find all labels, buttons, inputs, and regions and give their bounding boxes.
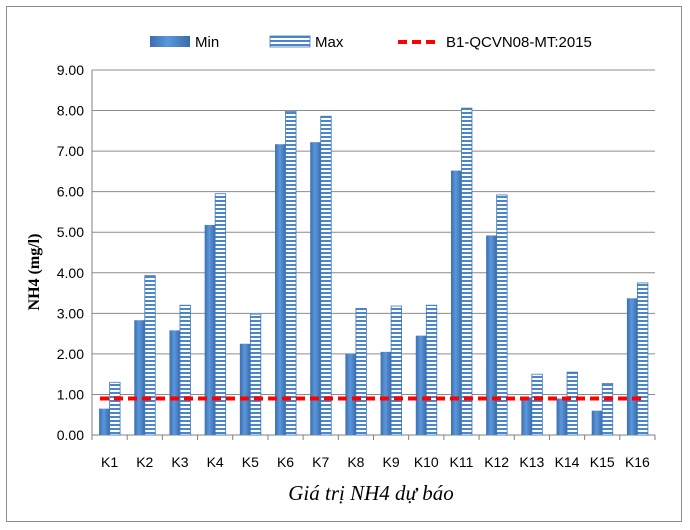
x-tick-label: K5 (242, 454, 259, 470)
bar-min-k14 (556, 398, 568, 435)
bar-max-k12 (496, 194, 508, 436)
x-tick-label: K14 (555, 454, 580, 470)
x-tick-label: K6 (277, 454, 294, 470)
bar-max-k15 (601, 383, 614, 436)
bar-min-k7 (310, 142, 321, 435)
bar-max-k2 (144, 275, 156, 436)
bar-max-k7 (320, 115, 332, 436)
bar-min-k15 (591, 410, 603, 435)
bar-max-k11 (461, 107, 473, 436)
y-tick-label: 4.00 (57, 265, 84, 281)
x-tick-label: K11 (450, 454, 474, 470)
legend-swatch-min (150, 36, 190, 47)
chart-frame (6, 6, 682, 522)
legend-label-min: Min (195, 34, 219, 51)
bar-max-k9 (390, 305, 402, 436)
bar-min-k4 (204, 224, 216, 435)
x-tick-label: K8 (347, 454, 364, 470)
bar-min-k9 (380, 351, 392, 435)
bar-max-k3 (179, 304, 191, 436)
y-tick-label: 3.00 (57, 305, 84, 321)
legend-swatch-max (269, 35, 311, 48)
x-tick-label: K3 (171, 454, 188, 470)
axes: 0.00 1.00 2.00 3.00 4.00 5.00 6.00 7.00 8.00 9.00… (57, 62, 656, 470)
x-tick-label: K10 (414, 454, 439, 470)
bars (99, 107, 649, 436)
bar-min-k13 (521, 397, 532, 435)
bar-min-k5 (239, 343, 251, 435)
y-tick-label: 2.00 (57, 346, 84, 362)
y-tick-label: 5.00 (57, 224, 84, 240)
x-tick-label: K4 (207, 454, 224, 470)
y-tick-label: 1.00 (57, 386, 84, 402)
legend-label-threshold: B1-QCVN08-MT:2015 (446, 34, 592, 51)
y-tick-label: 6.00 (57, 184, 84, 200)
bar-min-k10 (415, 335, 427, 435)
y-tick-label: 9.00 (57, 62, 84, 78)
x-tick-label: K13 (519, 454, 544, 470)
x-tick-label: K1 (101, 454, 118, 470)
legend: Min Max B1-QCVN08-MT:2015 (150, 34, 592, 51)
x-tick-label: K16 (625, 454, 650, 470)
bar-max-k14 (566, 371, 578, 436)
y-tick-label: 7.00 (57, 143, 84, 159)
bar-min-k6 (275, 144, 286, 435)
bar-min-k2 (134, 320, 145, 435)
bar-max-k5 (249, 313, 262, 436)
x-tick-label: K15 (590, 454, 615, 470)
bar-max-k13 (531, 373, 543, 436)
bar-max-k6 (285, 110, 297, 436)
x-tick-label: K7 (312, 454, 329, 470)
bar-min-k8 (345, 353, 356, 435)
bar-max-k1 (109, 381, 121, 436)
x-tick-label: K9 (383, 454, 400, 470)
bar-min-k16 (626, 298, 638, 435)
y-axis-label: NH4 (mg/l) (26, 234, 43, 311)
x-axis-label: Giá trị NH4 dự báo (288, 481, 453, 505)
x-tick-label: K12 (484, 454, 509, 470)
bar-min-k3 (169, 330, 180, 435)
bar-min-k11 (450, 170, 462, 436)
bar-max-k4 (214, 193, 227, 436)
y-tick-label: 0.00 (57, 427, 84, 443)
bar-min-k1 (99, 408, 110, 435)
bar-min-k12 (486, 235, 497, 435)
y-tick-label: 8.00 (57, 103, 84, 119)
bar-max-k10 (425, 304, 438, 436)
x-tick-label: K2 (136, 454, 153, 470)
bar-max-k16 (637, 282, 649, 436)
legend-label-max: Max (315, 34, 344, 51)
bar-max-k8 (355, 308, 367, 436)
